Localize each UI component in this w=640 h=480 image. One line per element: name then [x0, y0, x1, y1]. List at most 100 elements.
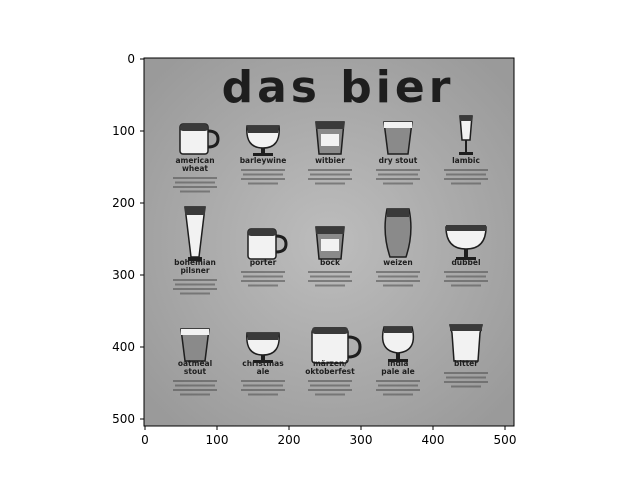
y-tick-label: 100 — [112, 124, 135, 138]
glass-base — [253, 360, 273, 363]
beer-description-line — [173, 186, 217, 188]
beer-cell: bock — [308, 226, 352, 287]
glass-icon — [180, 328, 210, 362]
beer-description-line — [451, 284, 481, 287]
y-tick-label: 500 — [112, 412, 135, 426]
beer-description-line — [241, 271, 285, 273]
glass-icon — [449, 324, 483, 362]
beer-name-line2: pilsner — [180, 266, 209, 275]
glass-stem — [465, 140, 467, 152]
glass-handle — [207, 129, 220, 149]
glass-foam — [316, 227, 344, 234]
beer-description-line — [383, 393, 413, 396]
glass-body — [311, 328, 349, 364]
beer-cell: bitter — [444, 324, 488, 388]
glass-foam — [185, 207, 205, 215]
beer-cell: barleywine — [240, 125, 287, 185]
beer-cell: porter — [241, 228, 288, 287]
y-tick-label: 300 — [112, 268, 135, 282]
beer-description-line — [308, 280, 352, 282]
beer-description-line — [175, 181, 215, 184]
glass-handle — [275, 234, 288, 254]
x-tick-label: 200 — [278, 433, 301, 447]
glass-icon — [459, 115, 473, 155]
beer-description-line — [243, 384, 283, 387]
glass-foam — [446, 225, 486, 231]
glass-handle — [347, 335, 362, 359]
glass-stem — [261, 148, 265, 153]
beer-description-line — [378, 173, 418, 176]
beer-description-line — [310, 384, 350, 387]
beer-description-line — [173, 279, 217, 281]
beer-description-line — [243, 275, 283, 278]
beer-description-line — [444, 280, 488, 282]
beer-description-line — [383, 284, 413, 287]
x-tick-label: 500 — [494, 433, 517, 447]
glass-icon — [184, 206, 206, 261]
beer-name-line2: wheat — [182, 164, 208, 173]
beer-name-line2: ale — [257, 367, 270, 376]
beer-description-line — [376, 271, 420, 273]
glass-icon — [246, 125, 280, 156]
beer-name: barleywine — [240, 156, 287, 165]
beer-cell: weizen — [376, 208, 420, 287]
glass-base — [456, 257, 476, 260]
beer-description-line — [248, 284, 278, 287]
beer-description-line — [308, 389, 352, 391]
beer-description-line — [308, 169, 352, 171]
beer-description-line — [241, 169, 285, 171]
beer-description-line — [180, 393, 210, 396]
beer-description-line — [315, 182, 345, 185]
glass-foam — [181, 329, 209, 335]
glass-icon — [311, 327, 362, 364]
glass-icon — [381, 326, 415, 362]
beer-description-line — [173, 380, 217, 382]
beer-description-line — [378, 275, 418, 278]
beer-description-line — [444, 178, 488, 180]
beer-description-line — [308, 178, 352, 180]
glass-foam — [384, 122, 412, 128]
y-tick-label: 0 — [127, 52, 135, 66]
beer-description-line — [310, 173, 350, 176]
beer-name: witbier — [315, 156, 345, 165]
glass-bowl — [381, 326, 415, 354]
beer-description-line — [446, 376, 486, 379]
beer-cell: dubbel — [444, 225, 488, 287]
beer-name: india — [388, 359, 409, 368]
beer-description-line — [241, 280, 285, 282]
glass-icon — [315, 226, 345, 260]
beer-name: bitter — [454, 359, 478, 368]
beer-name: dry stout — [379, 156, 418, 165]
beer-description-line — [248, 182, 278, 185]
beer-description-line — [451, 182, 481, 185]
beer-description-line — [173, 288, 217, 290]
glass-highlight — [321, 134, 339, 146]
beer-name: american — [175, 156, 214, 165]
glass-foam — [180, 124, 208, 131]
beer-description-line — [308, 380, 352, 382]
glass-icon — [179, 123, 220, 155]
beer-description-line — [180, 190, 210, 193]
glass-foam — [450, 325, 482, 331]
beer-description-line — [175, 283, 215, 286]
glass-foam — [316, 122, 344, 129]
beer-name-line2: oktoberfest — [305, 367, 355, 376]
beer-name-line2: pale ale — [381, 367, 414, 376]
beer-description-line — [376, 178, 420, 180]
beer-description-line — [376, 169, 420, 171]
glass-base — [188, 257, 202, 261]
axes-frame — [143, 57, 515, 427]
beer-name: lambic — [452, 156, 480, 165]
beer-description-line — [241, 178, 285, 180]
beer-cell: dry stout — [376, 121, 420, 185]
beer-name: dubbel — [451, 258, 480, 267]
beer-description-line — [376, 389, 420, 391]
x-axis: 0 100 200 300 400 500 — [141, 426, 516, 447]
